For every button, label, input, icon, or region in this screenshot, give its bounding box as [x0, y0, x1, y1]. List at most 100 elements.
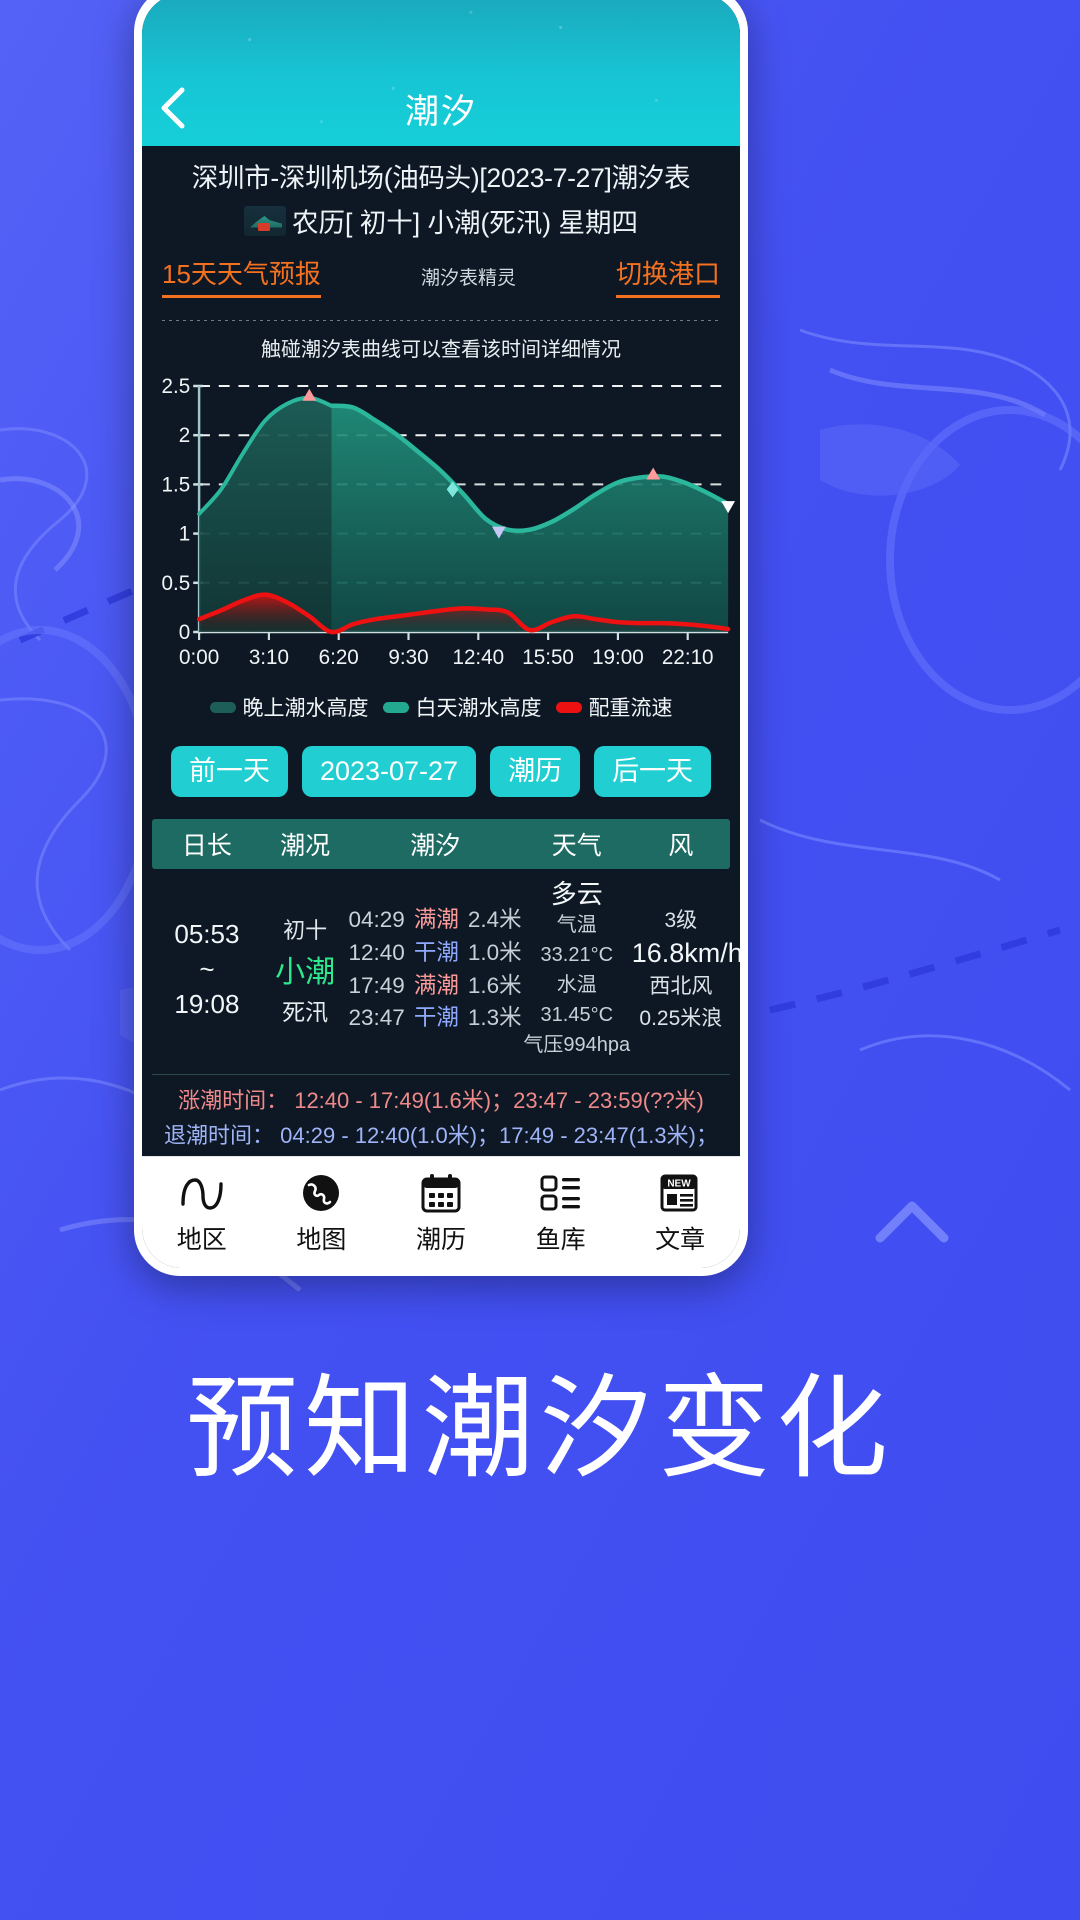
day-navigation: 前一天 2023-07-27 潮历 后一天	[142, 746, 740, 798]
tide-type: 小潮	[275, 955, 336, 989]
cell-daylength: 05:53 ~ 19:08	[152, 879, 262, 1060]
svg-text:19:00: 19:00	[592, 646, 644, 669]
chart-hint: 触碰潮汐表曲线可以查看该时间详细情况	[261, 339, 621, 361]
tide-phase: 死汛	[282, 998, 329, 1025]
rising-tide-times: 涨潮时间： 12:40 - 17:49(1.6米)；23:47 - 23:59(…	[178, 1088, 704, 1114]
wind-level: 3级	[664, 908, 698, 932]
svg-text:1.5: 1.5	[162, 473, 191, 496]
legend-swatch-current	[555, 701, 582, 713]
tab-fish-library[interactable]: 鱼库	[501, 1170, 621, 1256]
svg-text:2: 2	[179, 424, 190, 447]
cell-weather: 多云 气温33.21°C 水温31.45°C 气压994hpa	[522, 879, 632, 1060]
tide-chart-thumb-icon	[244, 205, 287, 236]
th-daylength: 日长	[181, 832, 232, 861]
svg-text:0.5: 0.5	[162, 572, 191, 595]
legend-item-night: 晚上潮水高度	[209, 692, 369, 722]
svg-text:NEW: NEW	[668, 1178, 692, 1189]
tab-calendar[interactable]: 潮历	[381, 1170, 501, 1256]
tab-map[interactable]: 地图	[262, 1170, 382, 1256]
legend-label-night: 晚上潮水高度	[242, 697, 369, 720]
hero-header: 潮汐	[142, 0, 740, 146]
nav-bar: 潮汐	[142, 76, 740, 140]
app-screen: 潮汐 深圳市-深圳机场(油码头)[2023-7-27]潮汐表 农历[ 初十] 小…	[142, 0, 740, 1268]
prev-day-button[interactable]: 前一天	[170, 746, 288, 798]
wind-speed: 16.8km/h	[631, 938, 740, 969]
promo-caption: 预知潮汐变化	[186, 1366, 894, 1491]
tide-chart[interactable]: 0 0.5 1 1.5 2 2.5 0:00 3:10 6:20 9:30 12:40 15:50 19…	[146, 368, 736, 688]
svg-text:22:10: 22:10	[662, 646, 714, 669]
lunar-day: 初十	[283, 917, 328, 943]
date-picker-button[interactable]: 2023-07-27	[301, 746, 477, 798]
page-title: 潮汐	[405, 92, 477, 131]
chevron-left-icon	[161, 87, 185, 129]
chart-marker	[302, 388, 317, 401]
svg-text:0:00: 0:00	[179, 646, 219, 669]
svg-text:9:30: 9:30	[388, 646, 428, 669]
next-day-button[interactable]: 后一天	[594, 746, 712, 798]
tide-time: 23:47	[348, 1005, 405, 1031]
svg-text:3:10: 3:10	[249, 646, 289, 669]
info-section: 深圳市-深圳机场(油码头)[2023-7-27]潮汐表 农历[ 初十] 小潮(死…	[142, 146, 740, 362]
wave-height: 0.25米浪	[639, 1006, 723, 1030]
tide-time: 17:49	[348, 972, 405, 998]
daylength-end: 19:08	[174, 989, 240, 1020]
svg-text:0: 0	[179, 621, 190, 644]
tab-label-region: 地区	[176, 1225, 227, 1254]
tide-chart-svg[interactable]: 0 0.5 1 1.5 2 2.5 0:00 3:10 6:20 9:30 12:40 15:50 19…	[146, 368, 736, 688]
tab-label-fish-library: 鱼库	[535, 1225, 586, 1254]
cell-wind: 3级 16.8km/h 西北风 0.25米浪	[631, 879, 740, 1060]
grid-list-icon	[540, 1170, 582, 1216]
tide-height: 2.4米	[467, 907, 522, 933]
bottom-tab-bar: 地区 地图	[142, 1156, 740, 1268]
svg-text:1: 1	[179, 522, 190, 545]
th-tides: 潮汐	[410, 832, 461, 861]
tab-label-articles: 文章	[655, 1225, 706, 1254]
th-tidestatus: 潮况	[280, 832, 331, 861]
tide-time: 12:40	[348, 940, 405, 966]
tab-label-calendar: 潮历	[415, 1225, 466, 1254]
tide-rows: 04:29 满潮 2.4米 12:40 干潮 1.0米 17:49 满潮 1.6米 23:47 干潮…	[349, 904, 522, 1035]
daylength-separator: ~	[199, 954, 215, 985]
weather-rows: 多云 气温33.21°C 水温31.45°C 气压994hpa	[522, 879, 632, 1060]
tide-entry: 17:49 满潮 1.6米	[349, 970, 522, 1003]
falling-tide-times: 退潮时间： 04:29 - 12:40(1.0米)；17:49 - 23:47(…	[164, 1123, 718, 1149]
tide-type: 干潮	[413, 940, 459, 966]
chart-marker	[492, 526, 506, 539]
wave-icon	[179, 1170, 225, 1216]
scroll-up-arrow-icon	[875, 1201, 949, 1243]
svg-text:6:20: 6:20	[319, 646, 359, 669]
tide-table: 日长 潮况 潮汐 天气 风 05:53 ~ 19:08 初十 小潮 死汛 04:…	[152, 819, 740, 1066]
wind-direction: 西北风	[649, 975, 713, 999]
th-wind: 风	[668, 832, 694, 861]
tide-calendar-button[interactable]: 潮历	[490, 746, 581, 798]
tide-height: 1.3米	[467, 1005, 522, 1031]
weather-forecast-link[interactable]: 15天天气预报	[162, 254, 321, 298]
weather-air-temp: 气温33.21°C	[540, 914, 614, 967]
location-line: 深圳市-深圳机场(油码头)[2023-7-27]潮汐表	[191, 163, 691, 193]
legend-swatch-day	[382, 701, 409, 713]
legend-swatch-night	[209, 701, 236, 713]
switch-port-link[interactable]: 切换港口	[615, 254, 720, 298]
phone-mockup: 潮汐 深圳市-深圳机场(油码头)[2023-7-27]潮汐表 农历[ 初十] 小…	[134, 0, 748, 1276]
chart-marker	[721, 501, 736, 514]
tab-articles[interactable]: NEW 文章	[620, 1170, 740, 1256]
tide-type: 满潮	[413, 972, 459, 998]
tab-region[interactable]: 地区	[142, 1170, 262, 1256]
svg-text:12:40: 12:40	[452, 646, 504, 669]
legend-item-current: 配重流速	[555, 692, 673, 722]
wind-rows: 3级 16.8km/h 西北风 0.25米浪	[631, 905, 740, 1035]
tide-height: 1.6米	[467, 972, 522, 998]
legend-item-day: 白天潮水高度	[382, 692, 542, 722]
th-weather: 天气	[551, 832, 602, 861]
links-row: 15天天气预报 潮汐表精灵 切换港口	[156, 254, 726, 298]
weather-main: 多云	[550, 879, 603, 910]
table-divider	[152, 1074, 730, 1076]
table-row: 05:53 ~ 19:08 初十 小潮 死汛 04:29 满潮 2.4米 12:40 干…	[152, 869, 740, 1066]
cell-tides: 04:29 满潮 2.4米 12:40 干潮 1.0米 17:49 满潮 1.6米 23:47 干潮…	[349, 879, 522, 1060]
chart-legend: 晚上潮水高度 白天潮水高度 配重流速	[142, 692, 740, 722]
lunar-line: 农历[ 初十] 小潮(死汛) 星期四	[156, 201, 726, 240]
cell-tide-status: 初十 小潮 死汛	[262, 879, 349, 1060]
tide-type: 干潮	[413, 1005, 459, 1031]
svg-text:15:50: 15:50	[522, 646, 574, 669]
back-button[interactable]	[142, 77, 204, 139]
